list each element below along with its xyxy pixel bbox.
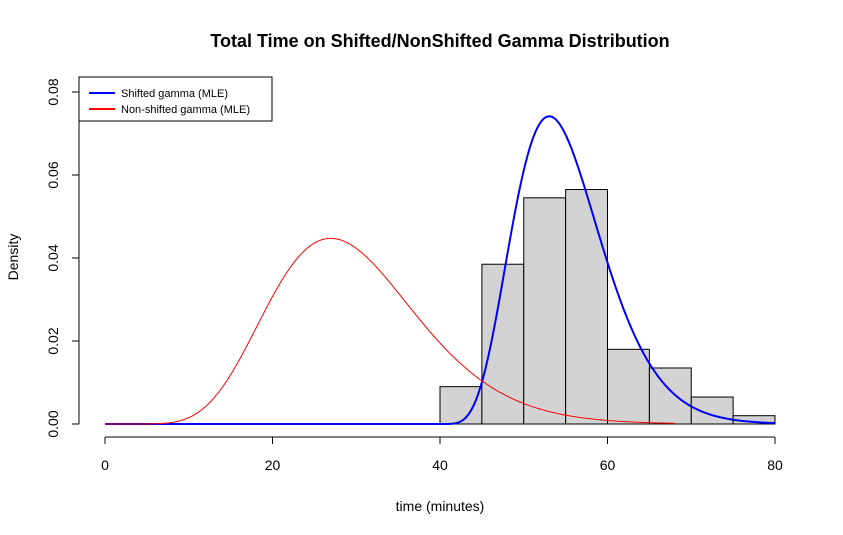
histogram-bar (439, 386, 483, 425)
shifted-gamma-curve (105, 115, 776, 425)
histogram-bar (565, 189, 608, 425)
histogram-bar (523, 197, 567, 425)
x-axis: 0 20 40 60 80 (101, 436, 783, 473)
x-tick-label: 80 (767, 457, 783, 473)
nonshifted-gamma-curve (105, 237, 675, 425)
y-axis-label: Density (5, 234, 21, 281)
legend: Shifted gamma (MLE) Non-shifted gamma (M… (78, 76, 273, 122)
y-tick-label: 0.00 (45, 410, 61, 437)
y-tick-label: 0.02 (45, 327, 61, 354)
y-tick-label: 0.08 (45, 78, 61, 105)
legend-box (78, 76, 273, 122)
y-tick-label: 0.06 (45, 161, 61, 188)
y-tick-label: 0.04 (45, 244, 61, 271)
x-tick-label: 40 (432, 457, 448, 473)
histogram-bar (607, 348, 650, 425)
legend-label-nonshifted: Non-shifted gamma (MLE) (121, 104, 250, 116)
y-axis: 0.00 0.02 0.04 0.06 0.08 (45, 78, 80, 438)
legend-label-shifted: Shifted gamma (MLE) (121, 88, 228, 100)
x-tick-label: 0 (101, 457, 109, 473)
chart-title: Total Time on Shifted/NonShifted Gamma D… (210, 31, 669, 51)
x-axis-label: time (minutes) (396, 498, 485, 514)
histogram-bar (481, 263, 525, 425)
density-curves (105, 115, 776, 425)
histogram-bars (439, 189, 776, 425)
x-tick-label: 60 (600, 457, 616, 473)
x-tick-label: 20 (265, 457, 281, 473)
histogram-bar (648, 367, 692, 425)
